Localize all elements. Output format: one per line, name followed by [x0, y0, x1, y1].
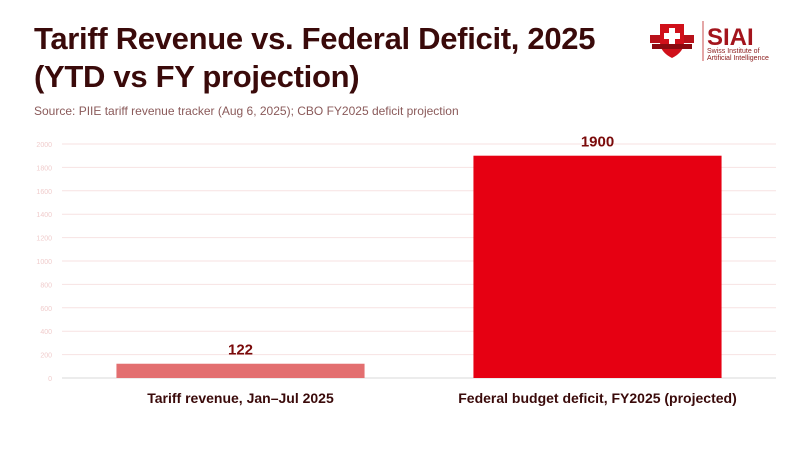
logo-line2: Artificial Intelligence — [707, 55, 769, 62]
y-tick-label: 1400 — [36, 212, 52, 219]
x-axis-labels: Tariff revenue, Jan–Jul 2025 Federal budg… — [147, 390, 737, 406]
x-tick-label: Federal budget deficit, FY2025 (projecte… — [458, 390, 737, 406]
chart-title-line2: (YTD vs FY projection) — [34, 59, 360, 94]
y-tick-label: 200 — [40, 353, 52, 360]
chart-title: Tariff Revenue vs. Federal Deficit, 2025… — [34, 20, 595, 96]
swiss-cross-shield-icon — [650, 24, 694, 58]
chart-subtitle: Source: PIIE tariff revenue tracker (Aug… — [34, 104, 459, 118]
y-axis-ticks: 0 200 400 600 800 1000 1200 1400 1600 1800 2000 — [36, 142, 52, 383]
bar — [473, 155, 722, 378]
data-label: 122 — [228, 342, 253, 359]
y-tick-label: 2000 — [36, 142, 52, 149]
y-tick-label: 1600 — [36, 189, 52, 196]
y-tick-label: 800 — [40, 282, 52, 289]
data-label: 1900 — [581, 134, 614, 151]
y-tick-label: 1800 — [36, 165, 52, 172]
y-tick-label: 0 — [48, 376, 52, 383]
logo-name: SIAI — [707, 24, 754, 51]
y-tick-label: 1200 — [36, 236, 52, 243]
y-tick-label: 1000 — [36, 259, 52, 266]
siai-logo: SIAI Swiss Institute of Artificial Intel… — [650, 21, 769, 62]
logo-line1: Swiss Institute of — [707, 48, 760, 55]
y-tick-label: 600 — [40, 306, 52, 313]
x-tick-label: Tariff revenue, Jan–Jul 2025 — [147, 390, 334, 406]
bars — [116, 155, 722, 378]
bar — [116, 363, 365, 378]
data-labels: 122 1900 — [228, 134, 614, 359]
chart-title-line1: Tariff Revenue vs. Federal Deficit, 2025 — [34, 21, 596, 56]
y-tick-label: 400 — [40, 329, 52, 336]
